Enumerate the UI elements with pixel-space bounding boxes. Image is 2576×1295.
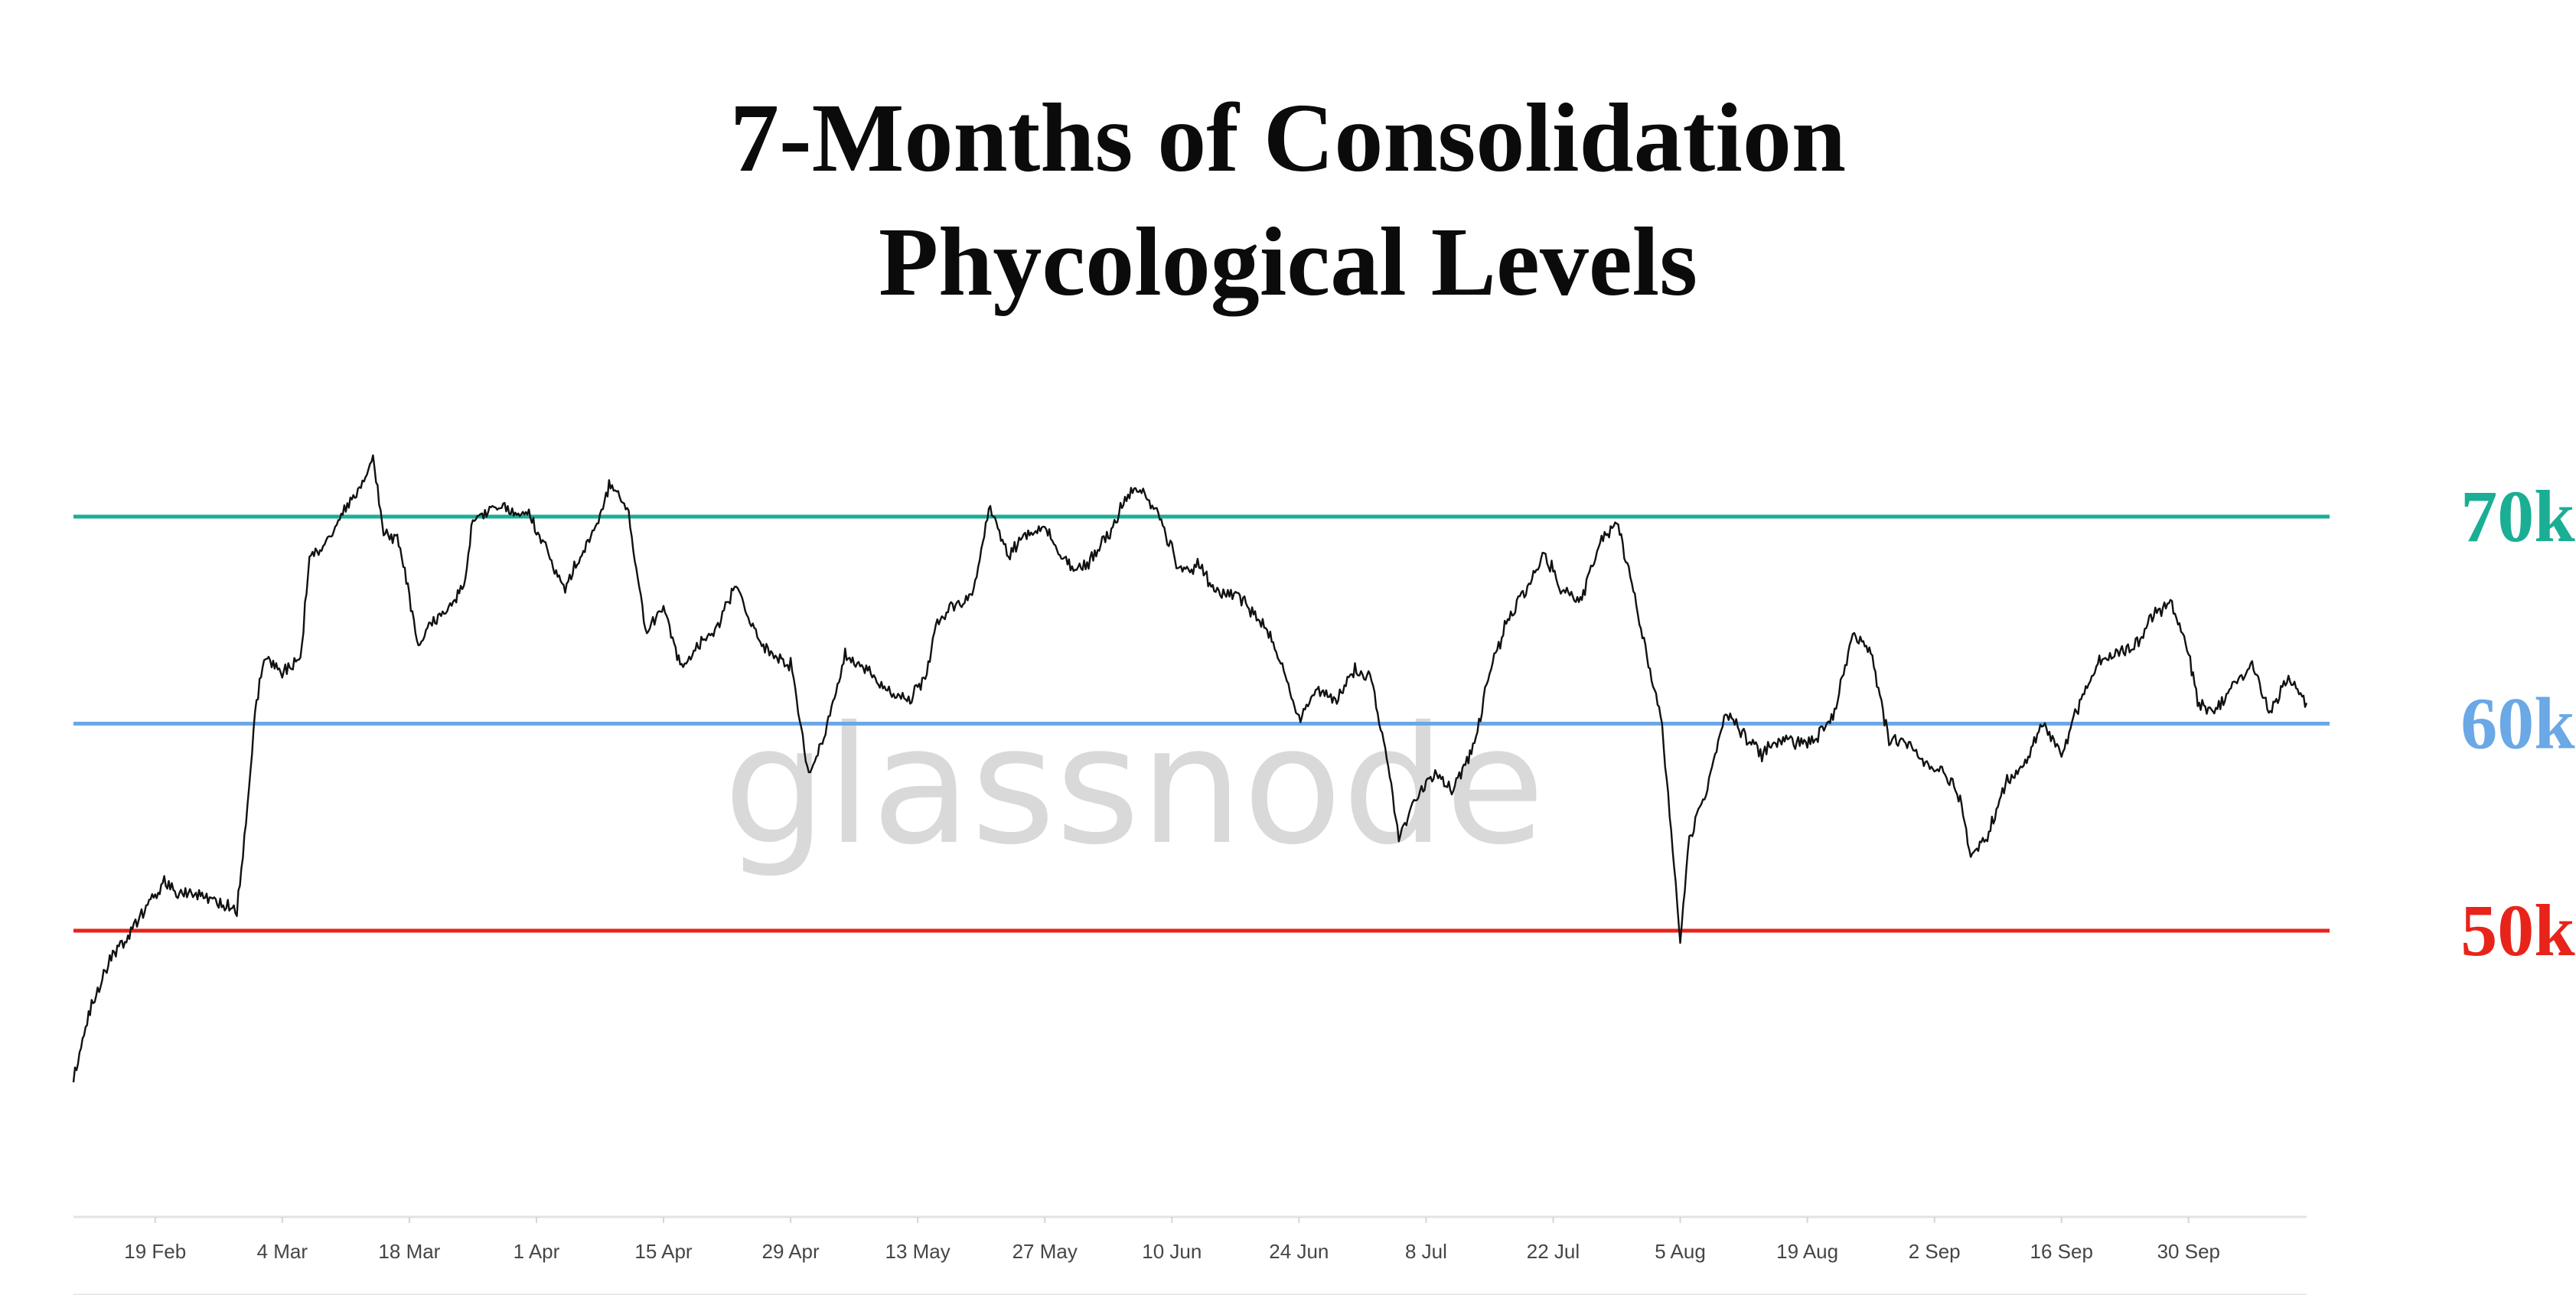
level-label-60k: 60k [2460,683,2575,765]
price-line [72,454,2308,1083]
x-tick-label: 10 Jun [1142,1240,1202,1263]
x-tick-label: 5 Aug [1655,1240,1706,1263]
level-label-70k: 70k [2460,475,2575,557]
x-tick-label: 24 Jun [1269,1240,1329,1263]
x-tick-label: 2 Sep [1909,1240,1961,1263]
x-tick-label: 8 Jul [1405,1240,1447,1263]
x-tick-label: 4 Mar [257,1240,308,1263]
x-tick-label: 13 May [885,1240,951,1263]
level-lines [73,514,2330,933]
x-tick-label: 1 Apr [514,1240,560,1263]
level-label-50k: 50k [2460,889,2575,971]
x-tick-label: 18 Mar [378,1240,440,1263]
x-tick-label: 22 Jul [1527,1240,1580,1263]
x-tick-label: 30 Sep [2157,1240,2220,1263]
x-tick-label: 19 Feb [124,1240,186,1263]
x-axis-ticks: 19 Feb 4 Mar 18 Mar 1 Apr 15 Apr 29 Apr 13 May… [124,1217,2220,1263]
chart-title-line-1: 7-Months of Consolidation [730,83,1846,192]
price-series [72,454,2308,1083]
x-tick-label: 16 Sep [2030,1240,2093,1263]
x-tick-label: 27 May [1012,1240,1078,1263]
x-tick-label: 19 Aug [1776,1240,1838,1263]
x-tick-label: 29 Apr [761,1240,820,1263]
chart-title-line-2: Phycological Levels [878,207,1698,316]
x-tick-label: 15 Apr [634,1240,693,1263]
level-labels: 70k 60k 50k [2460,475,2575,971]
